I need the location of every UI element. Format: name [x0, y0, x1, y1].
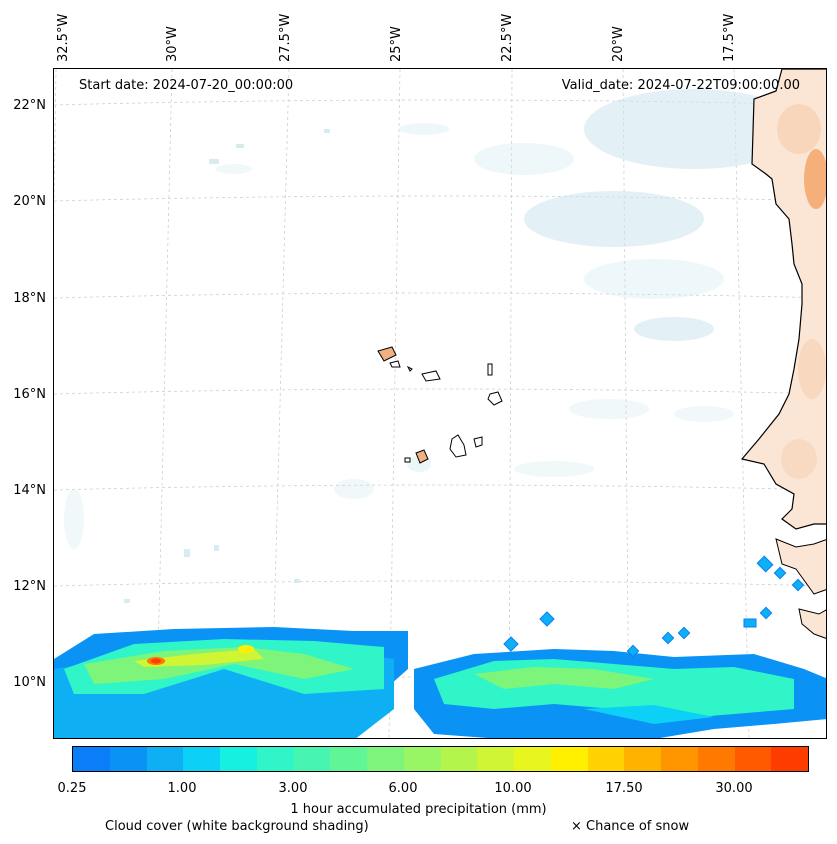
colorbar-segment [771, 747, 808, 771]
colorbar-segment [624, 747, 661, 771]
colorbar-segment [587, 747, 625, 771]
colorbar-segment [514, 747, 551, 771]
cape-verde-islands [377, 346, 503, 464]
map-canvas [54, 69, 826, 738]
colorbar-tick-6-00: 6.00 [388, 781, 418, 796]
lat-label-22n: 22°N [13, 98, 46, 113]
colorbar-segment [109, 747, 147, 771]
precipitation-dots [124, 129, 330, 603]
colorbar-tick-17-50: 17.50 [605, 781, 643, 796]
africa-coastline [740, 69, 826, 639]
colorbar-segment [330, 747, 367, 771]
colorbar-segment [440, 747, 478, 771]
cloud-cover-shading [64, 89, 804, 549]
start-date-label: Start date: 2024-07-20_00:00:00 [79, 78, 294, 93]
colorbar-segment [697, 747, 735, 771]
colorbar-segment [256, 747, 294, 771]
valid-date-label: Valid_date: 2024-07-22T09:00:00.00 [561, 78, 800, 93]
lat-label-18n: 18°N [13, 291, 46, 306]
lat-label-10n: 10°N [13, 675, 46, 690]
precipitation-band [54, 555, 826, 738]
lon-label-27-5w: 27.5°W [278, 13, 293, 62]
lon-label-25w: 25°W [389, 26, 404, 62]
colorbar-tick-0-25: 0.25 [57, 781, 87, 796]
lon-label-17-5w: 17.5°W [722, 13, 737, 62]
map-panel[interactable]: Start date: 2024-07-20_00:00:00 Valid_da… [53, 68, 827, 739]
colorbar-segment [73, 747, 110, 771]
colorbar-tick-3-00: 3.00 [278, 781, 308, 796]
precipitation-colorbar [72, 746, 809, 772]
colorbar-segment [550, 747, 588, 771]
colorbar-segment [367, 747, 404, 771]
colorbar-tick-30-00: 30.00 [715, 781, 753, 796]
colorbar-segment [220, 747, 257, 771]
colorbar-title: 1 hour accumulated precipitation (mm) [290, 802, 547, 817]
lon-label-32-5w: 32.5°W [56, 13, 71, 62]
colorbar-segment [403, 747, 441, 771]
lon-label-30w: 30°W [165, 26, 180, 62]
snow-legend: × Chance of snow [571, 819, 690, 834]
lat-label-14n: 14°N [13, 483, 46, 498]
lon-label-20w: 20°W [611, 26, 626, 62]
colorbar-segment [477, 747, 514, 771]
colorbar-segment [183, 747, 220, 771]
lat-label-20n: 20°N [13, 194, 46, 209]
lon-label-22-5w: 22.5°W [500, 13, 515, 62]
colorbar-segment [734, 747, 772, 771]
colorbar-tick-10-00: 10.00 [494, 781, 532, 796]
colorbar-segment [661, 747, 698, 771]
colorbar-tick-1-00: 1.00 [167, 781, 197, 796]
colorbar-segment [293, 747, 331, 771]
lat-label-16n: 16°N [13, 387, 46, 402]
lat-label-12n: 12°N [13, 579, 46, 594]
cloud-cover-legend: Cloud cover (white background shading) [105, 819, 369, 834]
colorbar-segment [146, 747, 184, 771]
